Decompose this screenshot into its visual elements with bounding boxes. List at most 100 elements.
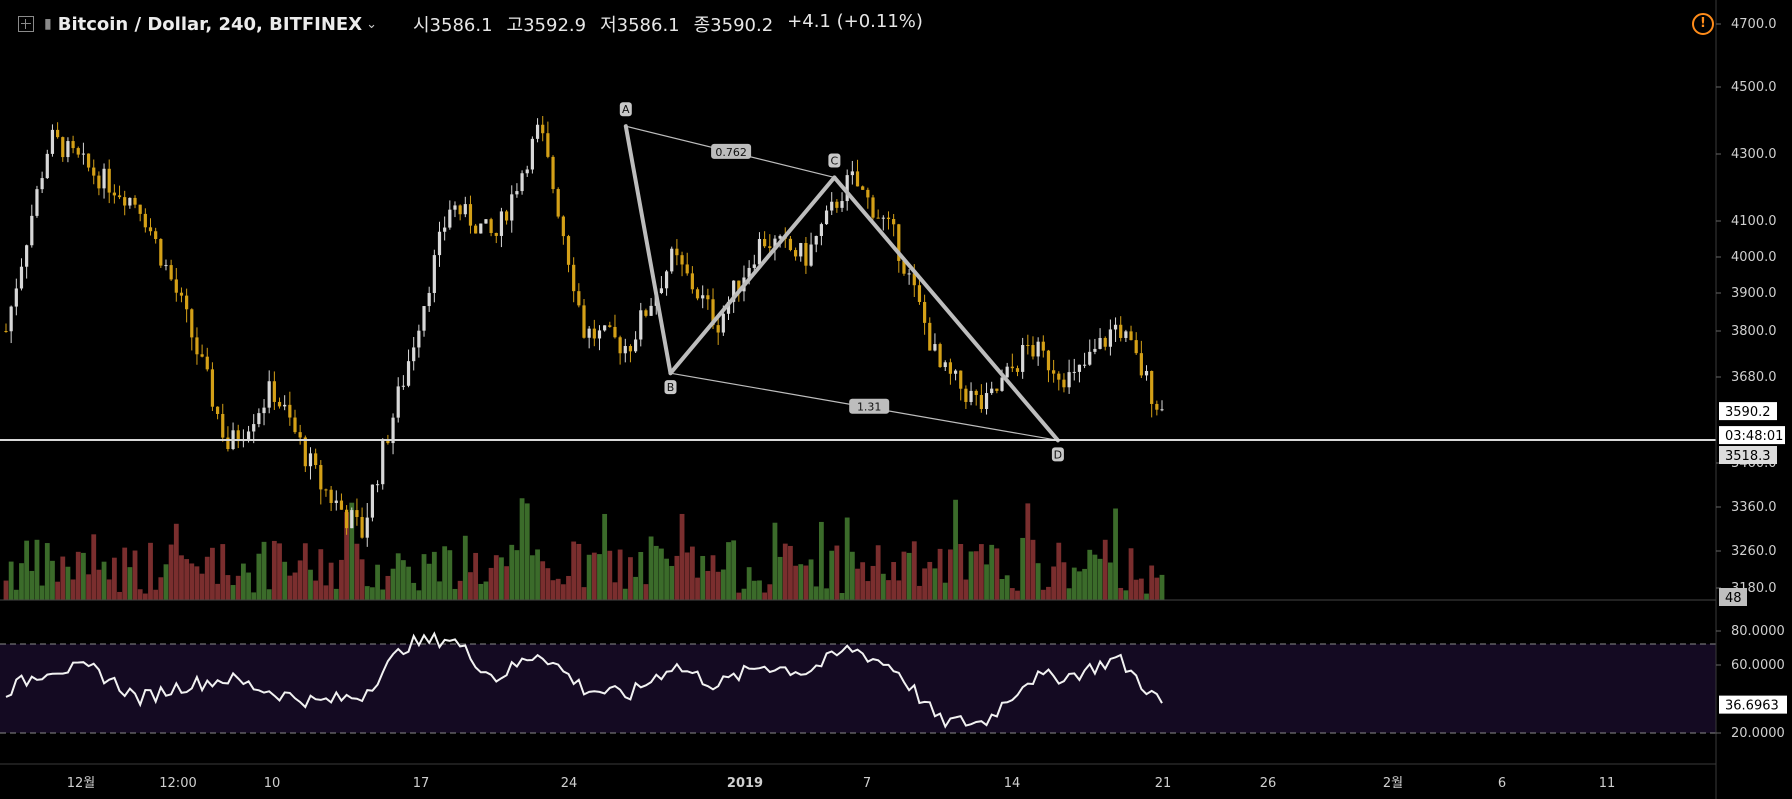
time-label: 6 (1498, 776, 1506, 791)
candle-body (1077, 364, 1082, 372)
time-label: 24 (561, 776, 578, 791)
volume-bar (1035, 563, 1041, 600)
volume-bar (896, 580, 902, 600)
volume-bar (235, 575, 241, 600)
volume-bar (529, 555, 535, 600)
volume-bar (29, 570, 35, 600)
candle-body (288, 404, 292, 418)
candle-body (448, 209, 452, 228)
price-tick-label: 4500.0 (1731, 80, 1777, 95)
leg-cd (832, 175, 1060, 443)
volume-bar (240, 563, 246, 600)
volume-bar (514, 550, 520, 600)
candle-body (396, 386, 400, 418)
volume-bar (483, 581, 489, 600)
candle-body (907, 273, 911, 275)
volume-bar (798, 564, 804, 600)
warning-icon[interactable]: ! (1692, 13, 1714, 35)
candle-body (1139, 353, 1143, 376)
point-label-box (664, 380, 677, 395)
candle-body (701, 295, 705, 299)
volume-bar (674, 555, 680, 600)
volume-bar (168, 544, 174, 600)
volume-bar (1128, 548, 1134, 600)
point-label: B (667, 381, 675, 394)
rsi-tick-label: 80.0000 (1731, 624, 1785, 639)
candle-body (474, 225, 478, 234)
volume-bar (359, 559, 365, 600)
time-axis[interactable]: 12월 12:00 10 17 24 2019 7 14 21 26 2월 6 11 (67, 776, 1616, 791)
volume-bar (137, 589, 143, 600)
candle-body (861, 186, 865, 190)
volume-bar (282, 561, 288, 600)
rsi-value-tag-text: 36.6963 (1725, 699, 1779, 714)
candle-body (412, 347, 416, 362)
volume-bar (1030, 539, 1036, 600)
volume-bar (1082, 568, 1087, 600)
candle-body (892, 219, 896, 225)
volume-bar (757, 580, 762, 600)
candle-body (375, 484, 380, 486)
volume-bar (659, 548, 664, 600)
volume-bar (777, 556, 783, 600)
rsi-value-tag-box (1719, 695, 1787, 714)
expand-icon[interactable] (18, 16, 34, 32)
volume-bar (308, 569, 313, 600)
candle-body (1082, 364, 1087, 366)
volume-bar (323, 585, 329, 600)
candle-body (835, 201, 839, 208)
countdown-tag-box (1719, 426, 1785, 445)
volume-tag-text: 48 (1725, 591, 1742, 606)
volume-bar (963, 579, 969, 600)
candle-body (530, 138, 534, 170)
volume-tag: 48 (1719, 588, 1747, 606)
candle-body (809, 244, 813, 266)
price-tick-label: 3680.0 (1731, 370, 1777, 385)
symbol-title[interactable]: Bitcoin / Dollar, 240, BITFINEX (57, 13, 363, 35)
point-label: C (831, 154, 839, 167)
candle-body (541, 124, 545, 134)
candle-body (210, 369, 215, 407)
candle-body (1067, 372, 1071, 388)
ratio-ac-label: 0.762 (711, 143, 752, 159)
candle-body (603, 325, 607, 331)
abcd-pattern[interactable]: A B C D 0.762 1.31 (619, 102, 1064, 462)
volume-bar (746, 567, 752, 600)
leg-bc (668, 175, 837, 376)
candle-body (1098, 337, 1102, 349)
volume-bar (1154, 577, 1160, 600)
candle-body (928, 322, 932, 351)
volume-bar (767, 584, 773, 600)
candle-body (824, 210, 829, 225)
line-level-tag: 3518.3 (1719, 446, 1777, 464)
candle-body (1108, 329, 1112, 347)
candle-body (1057, 373, 1061, 380)
volume-bar (189, 563, 195, 600)
candle-body (938, 344, 942, 368)
candle-body (417, 330, 421, 348)
candle-body (953, 370, 958, 374)
point-b: B (664, 380, 677, 395)
price-axis[interactable]: 4700.0 4500.0 4300.0 4100.0 4000.0 3900.0 3800… (1716, 17, 1785, 741)
volume-bar (597, 554, 602, 600)
candle-body (933, 344, 937, 351)
candle-body (1021, 345, 1025, 372)
countdown-tag: 03:48:01 (1719, 426, 1785, 445)
volume-bar (3, 580, 9, 600)
volume-bar (978, 544, 984, 600)
volume-bar (535, 549, 540, 600)
point-d: D (1051, 447, 1064, 462)
candle-body (990, 388, 994, 394)
volume-bar (225, 575, 231, 600)
volume-bar (1144, 593, 1149, 600)
candle-body (1124, 331, 1128, 338)
candle-body (50, 129, 55, 154)
volume-bar (499, 557, 504, 600)
chevron-down-icon[interactable]: ⌄ (366, 16, 377, 32)
volume-bar (948, 549, 953, 600)
volume-bar (906, 552, 912, 600)
candle-body (458, 205, 462, 215)
volume-bar (117, 591, 122, 600)
candle-body (1010, 366, 1014, 369)
